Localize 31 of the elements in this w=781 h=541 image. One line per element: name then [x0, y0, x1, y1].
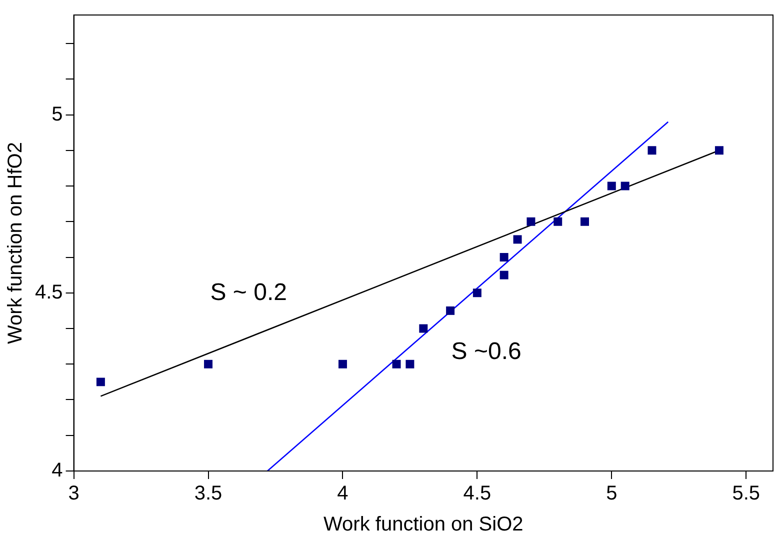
x-tick-label: 3.5: [194, 482, 222, 505]
annotation: S ~0.6: [451, 338, 522, 366]
point: [580, 217, 589, 226]
point: [419, 324, 428, 333]
point: [500, 270, 508, 280]
y-tick-label: 5: [52, 103, 63, 126]
y-tick-label: 4: [52, 460, 63, 482]
y-axis-title: Work function on HfO2: [4, 142, 27, 344]
point: [204, 360, 213, 368]
x-tick-label: 4.5: [463, 482, 492, 505]
point: [526, 217, 536, 226]
point: [500, 253, 508, 262]
point: [446, 306, 455, 315]
point: [620, 182, 630, 190]
x-tick-label: 3: [68, 482, 80, 505]
point: [96, 378, 105, 386]
point: [513, 235, 522, 244]
point: [338, 360, 347, 368]
point: [607, 182, 616, 190]
y-tick-label: 4.5: [34, 281, 63, 304]
point: [392, 360, 401, 368]
point: [472, 288, 482, 298]
annotation: S ~ 0.2: [210, 278, 287, 306]
x-tick-label: 4: [337, 482, 348, 505]
x-tick-label: 5.5: [732, 482, 760, 505]
point: [554, 217, 562, 226]
point: [406, 360, 414, 368]
point: [648, 146, 656, 155]
x-axis-title: Work function on SiO2: [324, 514, 524, 536]
point: [714, 146, 724, 155]
x-tick-label: 5: [606, 482, 618, 505]
